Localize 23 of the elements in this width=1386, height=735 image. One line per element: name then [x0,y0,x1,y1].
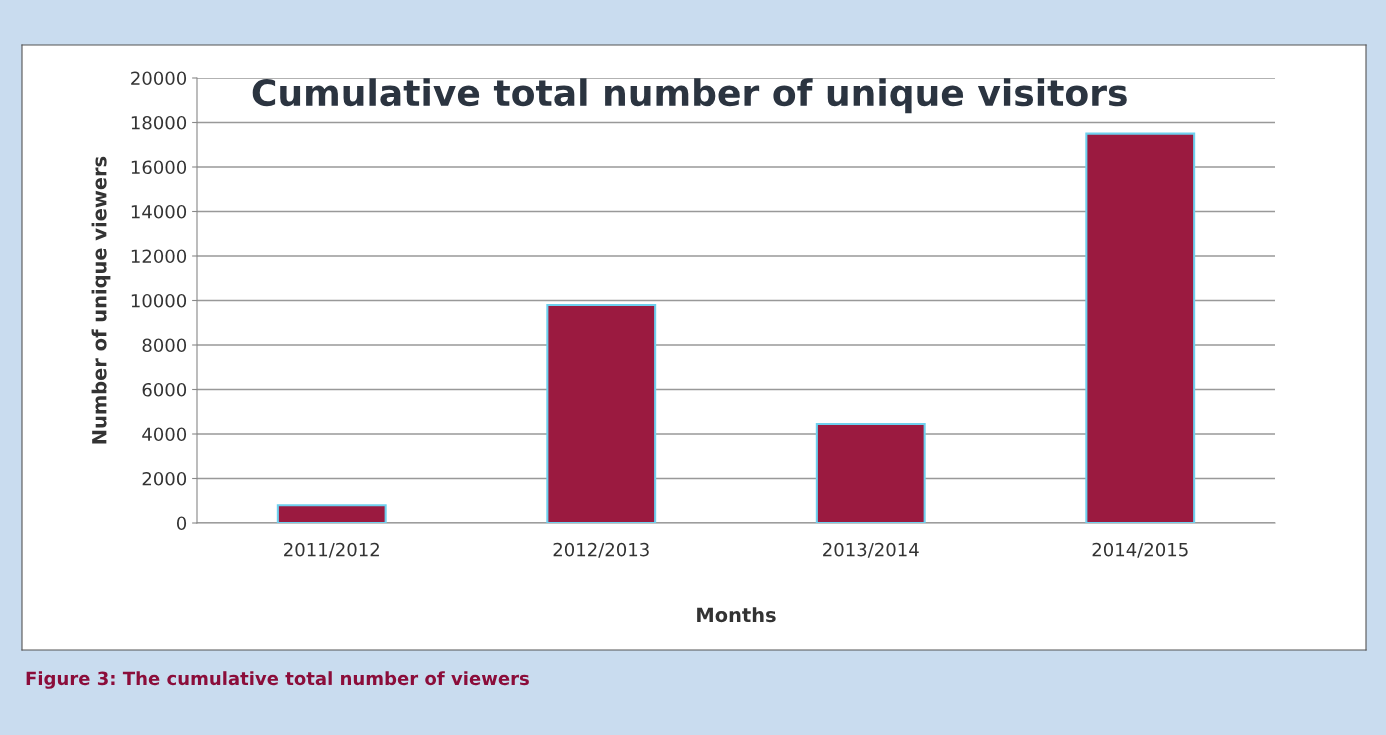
y-axis-title: Number of unique viewers [91,156,111,444]
x-tick-label: 2014/2015 [1092,542,1188,558]
y-tick-label: 10000 [131,293,187,308]
y-tick-label: 16000 [131,160,187,175]
x-axis-title: Months [697,607,776,623]
bar [1085,132,1196,523]
y-tick-label: 0 [176,516,187,531]
y-tick-label: 18000 [131,115,187,130]
x-tick-label: 2012/2013 [553,542,649,558]
y-tick-label: 12000 [131,249,187,264]
bar [815,422,926,523]
y-tick-label: 4000 [142,427,187,442]
x-tick-label: 2011/2012 [284,542,379,558]
y-tick-label: 20000 [131,71,187,86]
x-tick-label: 2013/2014 [823,542,919,558]
y-tick-label: 2000 [142,471,187,486]
bar [276,504,387,523]
y-tick-label: 8000 [142,338,187,353]
chart-title: Cumulative total number of unique visitors [252,78,1127,114]
bar [546,303,657,523]
y-tick-label: 14000 [131,204,187,219]
y-tick-label: 6000 [142,382,187,397]
caption: Figure 3: The cumulative total number of viewers [26,671,529,689]
